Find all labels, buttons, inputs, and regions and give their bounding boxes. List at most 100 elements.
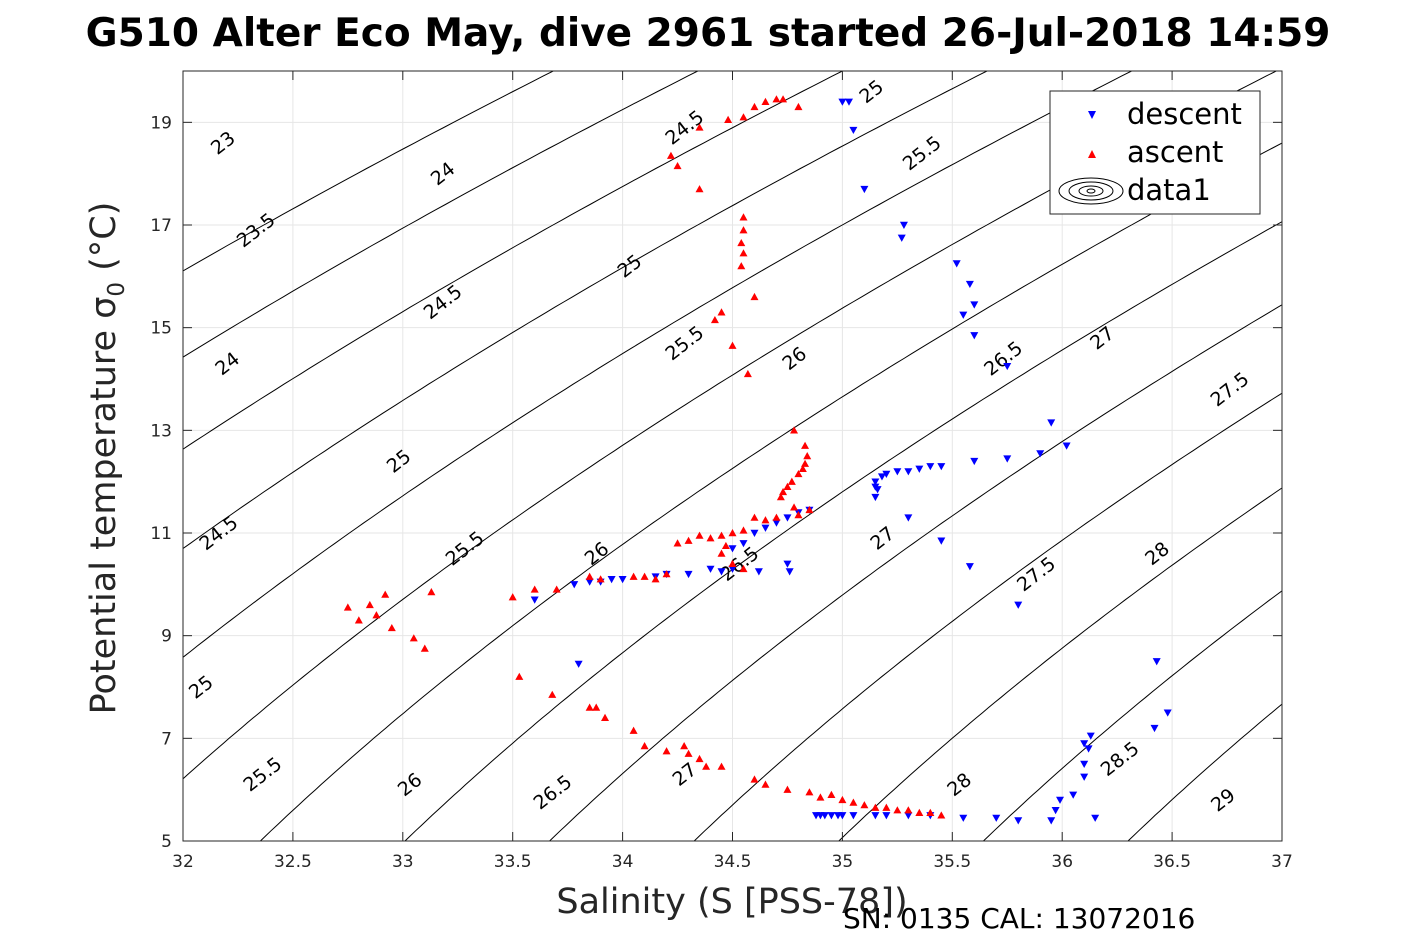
descent-point	[1047, 817, 1056, 825]
descent-point	[1003, 362, 1012, 371]
ascent-point	[695, 531, 704, 539]
x-tick-label: 36.5	[1153, 852, 1191, 872]
descent-point	[783, 560, 792, 568]
descent-point	[882, 470, 891, 478]
y-tick-label: 19	[150, 113, 172, 133]
ascent-point	[372, 611, 381, 619]
descent-point	[574, 660, 583, 668]
y-axis-label-main: Potential temperature σ	[84, 297, 124, 715]
descent-point	[1152, 658, 1161, 666]
ascent-point	[717, 762, 726, 770]
y-tick-label: 15	[150, 319, 172, 339]
y-axis: 5 7 9 11 13 15 17 19	[150, 113, 1282, 852]
descent-point	[965, 563, 974, 571]
footer-serial-cal: SN: 0135 CAL: 13072016	[843, 902, 1195, 935]
legend-box	[1049, 90, 1261, 215]
ascent-point	[937, 811, 946, 819]
ascent-point	[772, 513, 781, 521]
ascent-point	[794, 102, 803, 111]
ascent-point	[381, 590, 390, 598]
descent-point	[897, 234, 906, 242]
descent-point	[1014, 817, 1023, 825]
x-tick-label: 37	[1271, 852, 1293, 872]
ascent-point	[787, 477, 796, 485]
x-tick-label: 35.5	[933, 852, 971, 872]
descent-point	[849, 126, 858, 135]
ascent-point	[849, 798, 858, 806]
isopycnal-line	[693, 392, 1282, 841]
ascent-point	[662, 747, 671, 755]
descent-point	[937, 463, 946, 471]
descent-point	[1062, 442, 1071, 450]
ascent-point	[926, 808, 935, 816]
descent-point	[820, 812, 829, 820]
x-tick-label: 32.5	[274, 852, 312, 872]
descent-point	[530, 596, 539, 604]
descent-point	[739, 540, 748, 548]
isopycnal-line	[983, 590, 1282, 841]
descent-point	[1150, 724, 1159, 733]
descent-point	[959, 311, 968, 319]
descent-point	[728, 545, 737, 553]
ascent-point	[640, 572, 649, 580]
descent-point	[992, 814, 1001, 822]
density-contours	[183, 71, 1282, 841]
y-tick-label: 11	[150, 524, 172, 544]
ascent-point	[761, 780, 770, 788]
descent-point	[1080, 740, 1089, 748]
ascent-point	[673, 539, 682, 547]
y-axis-label-subscript: 0	[104, 282, 130, 297]
x-axis: 32 32.5 33 33.5 34 34.5 35 35.5 36 36.5 37	[172, 71, 1293, 872]
descent-point	[871, 478, 880, 486]
descent-point	[877, 473, 886, 481]
ascent-point	[739, 526, 748, 534]
descent-point	[754, 568, 763, 576]
descent-point	[717, 568, 726, 576]
descent-point	[570, 581, 579, 589]
ascent-point	[724, 115, 733, 123]
isopycnal-line	[404, 221, 1282, 841]
ascent-point	[779, 487, 788, 496]
ascent-point	[860, 801, 869, 809]
descent-point	[1091, 814, 1100, 822]
ascent-point	[585, 572, 594, 580]
x-tick-label: 33.5	[494, 852, 532, 872]
legend-ascent-marker	[1088, 150, 1096, 158]
ascent-point	[805, 788, 814, 796]
ascent-point	[721, 541, 730, 550]
ascent-point	[640, 742, 649, 750]
ascent-point	[409, 634, 418, 642]
ascent-point	[739, 113, 748, 121]
ascent-point	[790, 503, 799, 511]
descent-point	[1036, 450, 1045, 458]
ascent-point	[684, 749, 693, 757]
y-axis-label: Potential temperature σ0 (°C)	[84, 202, 130, 715]
ascent-point	[750, 102, 759, 111]
descent-point	[970, 457, 979, 466]
ascent-point	[717, 549, 726, 557]
ascent-point	[695, 754, 704, 763]
ascent-point	[651, 575, 660, 583]
ascent-point	[508, 593, 517, 601]
x-tick-label: 33	[392, 852, 414, 872]
ascent-point	[790, 426, 799, 434]
y-axis-label-unit: (°C)	[84, 202, 124, 282]
descent-point	[1069, 791, 1078, 799]
ascent-point	[816, 793, 825, 801]
ascent-point	[666, 151, 675, 159]
x-tick-label: 34.5	[714, 852, 752, 872]
ascent-point	[387, 623, 396, 632]
ascent-point	[798, 464, 807, 473]
ascent-point	[794, 469, 803, 478]
descent-point	[750, 529, 759, 537]
isopycnal-line	[838, 487, 1282, 841]
ascent-point	[761, 516, 770, 524]
descent-point	[904, 514, 913, 522]
descent-point	[772, 519, 781, 527]
ascent-point	[750, 292, 759, 301]
ascent-point	[552, 585, 561, 593]
isopycnal-line	[183, 71, 988, 550]
ascent-point	[596, 575, 605, 583]
legend-descent-marker	[1088, 111, 1096, 119]
descent-point	[1084, 745, 1093, 753]
